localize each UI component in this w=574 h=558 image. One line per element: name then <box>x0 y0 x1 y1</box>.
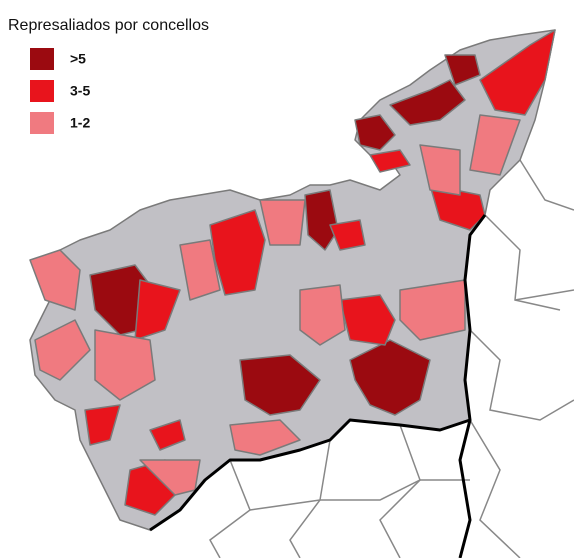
concello <box>349 339 431 416</box>
concello <box>329 219 366 251</box>
concello <box>399 279 466 341</box>
concello <box>354 114 396 151</box>
municipalities <box>29 29 556 516</box>
legend-swatch <box>30 48 54 70</box>
outer-line <box>469 419 521 558</box>
concello <box>179 239 221 301</box>
outer-line <box>289 439 331 558</box>
province-border <box>458 419 472 558</box>
concello <box>444 54 481 86</box>
concello <box>299 284 346 346</box>
province-border <box>149 214 487 532</box>
outer-line <box>209 459 251 558</box>
legend-label: 1-2 <box>70 115 90 131</box>
concello <box>369 149 411 173</box>
concello <box>304 189 339 251</box>
concello <box>209 209 266 296</box>
concello <box>259 199 306 246</box>
outer-line <box>249 499 321 511</box>
outer-line <box>484 214 561 311</box>
outer-line <box>320 479 470 501</box>
legend-swatch <box>30 112 54 134</box>
concello <box>149 419 186 451</box>
concello <box>94 329 156 401</box>
concello <box>419 144 461 196</box>
concello <box>479 29 556 116</box>
concello <box>229 419 301 456</box>
concello <box>389 79 466 126</box>
concello <box>84 404 121 446</box>
legend-label: >5 <box>70 51 86 67</box>
outer-line <box>379 424 421 558</box>
concello <box>29 249 81 311</box>
concello <box>469 114 521 176</box>
outer-line <box>469 329 574 421</box>
outer-line <box>514 289 574 301</box>
concello <box>134 279 181 341</box>
legend: >5 3-5 1-2 <box>30 48 90 134</box>
outer-line <box>519 159 574 211</box>
concello <box>34 319 91 381</box>
map-title: Represaliados por concellos <box>8 17 209 34</box>
outer-municipalities <box>209 159 574 558</box>
legend-label: 3-5 <box>70 83 90 99</box>
concello <box>339 294 396 346</box>
legend-swatch <box>30 80 54 102</box>
concello <box>239 354 321 416</box>
